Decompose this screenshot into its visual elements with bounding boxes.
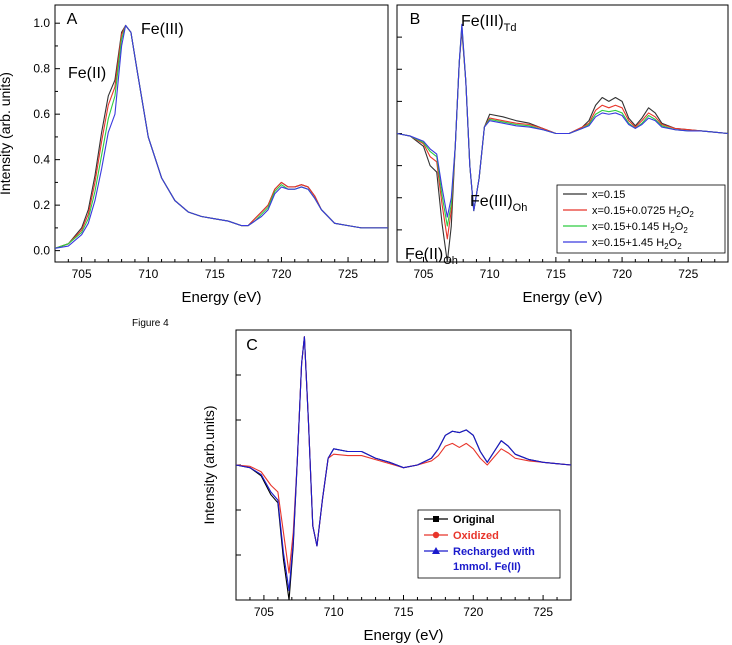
figure-caption: Figure 4: [132, 318, 169, 329]
x-tick-label: 720: [463, 605, 483, 619]
annotation: Fe(III): [141, 21, 184, 38]
y-tick-label: 1.0: [33, 16, 50, 30]
y-tick-label: 0.6: [33, 107, 50, 121]
legend-marker-square: [433, 516, 439, 522]
series-line-2: [397, 27, 728, 240]
legend-label: x=0.15+1.45 H2O2: [592, 237, 682, 251]
series-group: [236, 336, 571, 600]
legend-label: Original: [453, 514, 495, 526]
series-group: [55, 24, 388, 249]
panel-b: 705 710 715 720 725 Energy (eV) B Fe(III)Td Fe(I…: [396, 4, 729, 306]
panel-a: 705 710 715 720 725 0.0 0.2 0.4 0.6 0.8 1.0 Energy …: [0, 4, 389, 306]
x-tick-label: 715: [393, 605, 413, 619]
x-axis-label: Energy (eV): [522, 289, 602, 306]
legend-marker-circle: [432, 531, 440, 539]
plot-frame: [54, 4, 389, 263]
x-tick-label: 725: [533, 605, 553, 619]
x-tick-label: 725: [338, 267, 358, 281]
annotation: Fe(III)Td: [461, 13, 517, 34]
x-axis-label: Energy (eV): [181, 289, 261, 306]
x-tick-label: 720: [612, 267, 632, 281]
legend-label: Oxidized: [453, 530, 499, 542]
annotation: Fe(III)Oh: [470, 193, 527, 214]
legend-box: [417, 509, 561, 579]
y-tick-label: 0.2: [33, 198, 50, 212]
legend: x=0.15 x=0.15+0.0725 H2O2 x=0.15+0.145 H2O…: [556, 184, 726, 254]
x-tick-label: 715: [205, 267, 225, 281]
x-tick-label: 710: [138, 267, 158, 281]
annotation: Fe(II): [68, 65, 106, 82]
y-tick-label: 0.8: [33, 62, 50, 76]
legend: Original Oxidized Recharged with 1mmol. Fe(…: [417, 509, 561, 579]
panel-label: C: [246, 337, 258, 354]
series-line-3: [236, 336, 571, 592]
x-tick-label: 720: [271, 267, 291, 281]
x-tick-label: 705: [413, 267, 433, 281]
legend-label: x=0.15: [592, 189, 625, 201]
series-line-4: [397, 23, 728, 218]
y-axis-label: Intensity (arb. units): [0, 72, 13, 195]
annotation: Fe(II)Oh: [405, 246, 458, 267]
panel-c: 705 710 715 720 725 Energy (eV) Intensity (arb…: [201, 329, 572, 644]
y-tick-label: 0.0: [33, 244, 50, 258]
x-tick-label: 710: [324, 605, 344, 619]
x-tick-label: 715: [546, 267, 566, 281]
series-line-2: [236, 336, 571, 574]
x-tick-label: 710: [480, 267, 500, 281]
series-group: [397, 23, 728, 262]
x-tick-label: 705: [254, 605, 274, 619]
legend-label-line2: 1mmol. Fe(II): [453, 561, 521, 573]
y-tick-label: 0.4: [33, 153, 50, 167]
x-tick-label: 725: [678, 267, 698, 281]
x-axis-label: Energy (eV): [363, 627, 443, 644]
legend-label: Recharged with: [453, 546, 535, 558]
series-line-4: [55, 24, 388, 249]
panel-label: B: [410, 11, 421, 28]
panel-label: A: [67, 11, 78, 28]
series-line-3: [55, 24, 388, 249]
legend-marker-triangle: [432, 547, 440, 554]
legend-label: x=0.15+0.0725 H2O2: [592, 205, 694, 219]
x-tick-label: 705: [72, 267, 92, 281]
legend-label: x=0.15+0.145 H2O2: [592, 221, 688, 235]
y-axis-label: Intensity (arb.units): [201, 405, 217, 524]
